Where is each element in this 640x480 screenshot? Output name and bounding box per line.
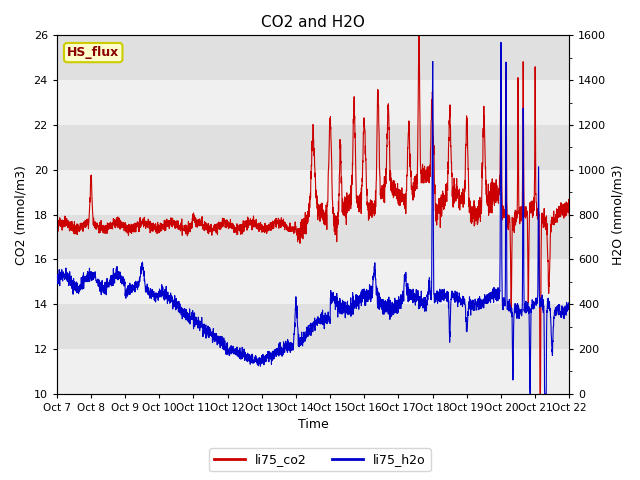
li75_h2o [142,287,150,293]
li75_co2 [111,217,119,223]
li75_h2o [566,304,573,310]
li75_co2 [142,226,150,231]
li75_co2 [272,223,280,228]
li75_h2o [500,302,508,308]
li75_co2 [415,33,423,38]
Text: HS_flux: HS_flux [67,46,119,59]
li75_co2 [566,213,573,219]
li75_h2o [53,280,61,286]
li75_co2 [556,214,563,220]
Bar [57,125,570,170]
X-axis label: Time: Time [298,419,328,432]
li75_co2 [53,226,61,231]
li75_h2o [250,358,257,363]
Y-axis label: H2O (mmol/m3): H2O (mmol/m3) [612,164,625,265]
li75_h2o [111,274,119,279]
Bar [57,304,570,349]
Legend: li75_co2, li75_h2o: li75_co2, li75_h2o [209,448,431,471]
li75_h2o [272,348,280,354]
li75_co2 [500,206,508,212]
li75_co2 [536,391,544,396]
Title: CO2 and H2O: CO2 and H2O [261,15,365,30]
Bar [57,259,570,304]
Y-axis label: CO2 (mmol/m3): CO2 (mmol/m3) [15,165,28,264]
li75_h2o [556,302,563,308]
Line: li75_co2: li75_co2 [57,36,570,394]
Bar [57,215,570,259]
Bar [57,80,570,125]
Bar [57,36,570,80]
li75_h2o [526,391,534,396]
li75_h2o [497,39,505,45]
Bar [57,349,570,394]
Bar [57,170,570,215]
li75_co2 [250,216,257,221]
Line: li75_h2o: li75_h2o [57,42,570,394]
